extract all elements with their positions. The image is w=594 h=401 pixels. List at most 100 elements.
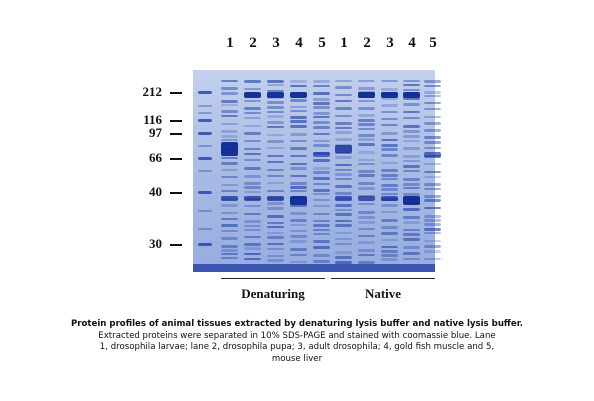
sample-band (313, 213, 330, 215)
sample-band (290, 106, 307, 108)
sample-band (244, 117, 261, 119)
sample-band (290, 186, 307, 189)
sample-band (358, 100, 375, 102)
sample-band (313, 140, 330, 142)
lane-number-1: 1 (226, 35, 234, 51)
sample-band (313, 205, 330, 207)
sample-band (221, 249, 238, 252)
ladder-band (198, 119, 212, 122)
sample-band (358, 80, 375, 82)
sample-band (313, 254, 330, 257)
sample-band (221, 135, 238, 138)
sample-band (290, 133, 307, 136)
caption-line-1: Protein profiles of animal tissues extra… (70, 319, 524, 329)
sample-band (290, 219, 307, 222)
sample-band (403, 155, 420, 158)
sample-band (313, 92, 330, 95)
sample-band (403, 193, 420, 196)
heavy-band-212 (244, 92, 261, 98)
sample-band (335, 261, 352, 264)
sample-band (221, 257, 238, 259)
sample-band (290, 230, 307, 232)
sample-band (381, 239, 398, 241)
sample-band (403, 183, 420, 186)
sample-band (267, 222, 284, 224)
sample-band (403, 178, 420, 181)
sample-band (267, 236, 284, 239)
lane-number-7: 2 (363, 35, 371, 51)
sample-band (358, 134, 375, 137)
lane-number-8: 3 (386, 35, 394, 51)
sample-band (221, 224, 238, 227)
sample-band (313, 121, 330, 124)
sample-band (313, 199, 330, 201)
sample-band (267, 190, 284, 192)
sample-band (403, 229, 420, 231)
sample-band (381, 162, 398, 164)
lane-number-4: 4 (295, 35, 303, 51)
sample-band (403, 208, 420, 211)
sample-band (267, 147, 284, 149)
sample-band (313, 102, 330, 105)
sample-band (313, 229, 330, 231)
sample-band (424, 102, 441, 104)
heavy-band-40 (290, 196, 307, 205)
sample-band (424, 215, 441, 218)
sample-band (358, 114, 375, 117)
sample-band (424, 95, 441, 97)
sample-band (244, 225, 261, 227)
sample-band (244, 236, 261, 238)
sample-band (267, 255, 284, 257)
sample-band (267, 90, 284, 92)
sample-band (424, 85, 441, 87)
sample-band (358, 221, 375, 224)
sample-band (267, 175, 284, 177)
sample-band (358, 249, 375, 252)
group-label-denaturing: Denaturing (241, 286, 305, 301)
sample-band (221, 212, 238, 214)
marker-label-97: 97 (149, 125, 162, 140)
sample-band (313, 126, 330, 129)
sample-band (381, 188, 398, 191)
sample-band (267, 243, 284, 245)
sample-band (221, 139, 238, 141)
sample-band (424, 116, 441, 118)
sample-band (313, 224, 330, 227)
sample-band (290, 116, 307, 119)
sample-band (358, 261, 375, 264)
sample-band (267, 115, 284, 118)
sample-band (244, 88, 261, 90)
sample-band (221, 157, 238, 159)
sample-band (381, 124, 398, 126)
sample-band (403, 125, 420, 128)
sample-band (313, 80, 330, 83)
sample-band (313, 260, 330, 263)
sample-band (358, 123, 375, 126)
sample-band (221, 204, 238, 207)
sample-band (335, 238, 352, 240)
sample-band (313, 177, 330, 180)
band-66 (424, 152, 441, 157)
sample-band (403, 252, 420, 255)
band-40 (381, 196, 398, 201)
sample-band (335, 204, 352, 207)
sample-band (244, 220, 261, 223)
sample-band (424, 163, 441, 165)
sample-band (244, 112, 261, 114)
sample-band (290, 182, 307, 185)
sample-band (358, 216, 375, 219)
sample-band (221, 100, 238, 103)
sample-band (403, 89, 420, 91)
sample-band (381, 169, 398, 172)
sample-band (403, 170, 420, 172)
sample-band (403, 80, 420, 82)
sample-band (244, 132, 261, 135)
sample-band (221, 130, 238, 133)
sample-band (290, 80, 307, 83)
ladder-band-faint (198, 170, 212, 172)
marker-tick-40 (170, 192, 182, 194)
sample-band (403, 84, 420, 86)
sample-band (290, 235, 307, 238)
ladder-band (198, 132, 212, 135)
